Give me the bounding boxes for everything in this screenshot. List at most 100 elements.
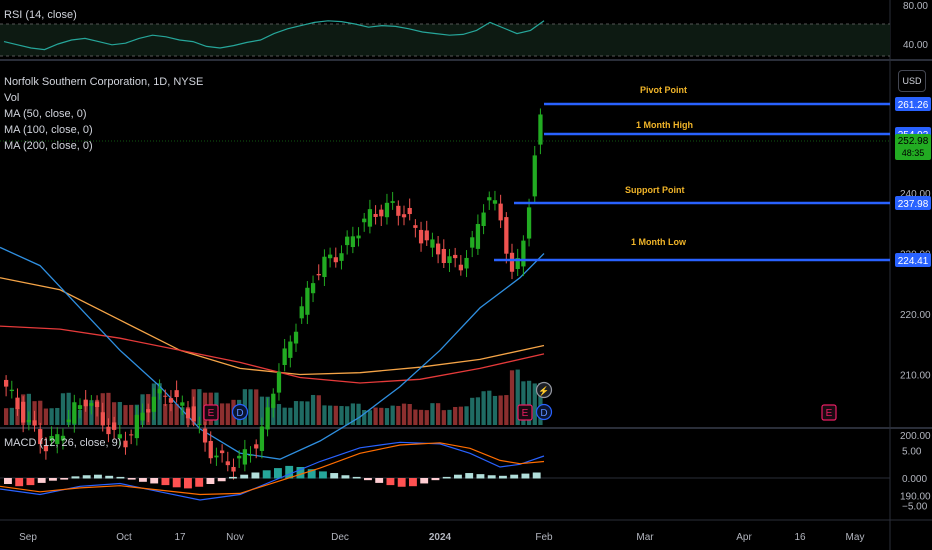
candle-body	[191, 406, 196, 422]
macd-histogram-bar	[386, 478, 395, 486]
volume-bar	[362, 410, 367, 425]
candle-body	[276, 371, 282, 393]
macd-histogram-bar	[319, 471, 327, 479]
candle-body	[83, 399, 88, 407]
candle-body	[333, 257, 338, 263]
price-level-value: 224.41	[898, 256, 929, 267]
volume-bar	[174, 403, 179, 425]
candle-body	[310, 283, 316, 294]
currency-button[interactable]: USD	[898, 70, 926, 92]
candle-body	[521, 240, 526, 267]
macd-histogram-bar	[105, 475, 114, 479]
dividend-marker-text: D	[236, 408, 243, 419]
macd-histogram-bar	[71, 476, 80, 479]
split-marker-glyph: ⚡	[538, 385, 549, 397]
candle-body	[208, 440, 213, 459]
countdown-value: 48:35	[902, 148, 925, 158]
price-level-tag	[895, 253, 931, 267]
volume-bar	[367, 410, 373, 425]
volume-bar	[259, 396, 265, 425]
candle-body	[77, 405, 83, 410]
volume-bar	[38, 400, 43, 425]
volume-bar	[123, 405, 128, 425]
macd-histogram-bar	[454, 474, 462, 479]
macd-histogram-bar	[364, 478, 372, 481]
volume-bar	[430, 403, 435, 425]
time-axis-label: Sep	[19, 532, 37, 543]
dividend-marker	[231, 403, 249, 421]
candle-body	[265, 407, 270, 430]
dividend-marker-text: D	[540, 408, 547, 419]
macd-histogram-bar	[341, 475, 350, 479]
earnings-marker-text: E	[522, 408, 529, 419]
macd-histogram-bar	[476, 474, 485, 479]
earnings-marker	[517, 404, 533, 421]
time-axis-label: 17	[174, 532, 186, 543]
volume-bar	[180, 407, 185, 425]
time-axis-label: Feb	[535, 532, 553, 543]
volume-bar	[49, 408, 54, 425]
candle-body	[345, 236, 350, 246]
volume-bar	[538, 382, 543, 425]
volume-bar	[407, 404, 412, 425]
candle-body	[231, 466, 236, 472]
candle-body	[38, 429, 43, 445]
macd-histogram-bar	[116, 476, 125, 479]
macd-histogram-bar	[37, 478, 46, 483]
macd-histogram-bar	[296, 467, 305, 479]
rsi-tick-label: 40.00	[903, 40, 928, 51]
candle-body	[538, 114, 543, 145]
volume-bar	[55, 407, 60, 425]
macd-histogram-bar	[4, 478, 12, 484]
price-tick-label: 190.00	[900, 492, 931, 503]
candle-body	[379, 209, 384, 217]
candle-body	[202, 428, 208, 443]
volume-bar	[9, 407, 14, 425]
candle-body	[430, 239, 435, 248]
volume-bar	[288, 407, 293, 425]
candle-body	[339, 253, 344, 261]
candle-body	[168, 398, 174, 403]
macd-histogram-bar	[139, 478, 147, 482]
candle-body	[526, 207, 532, 239]
volume-bar	[470, 397, 475, 425]
candle-body	[21, 401, 26, 423]
candle-body	[94, 401, 100, 407]
time-axis-label: May	[846, 532, 865, 543]
candle-body	[185, 408, 191, 419]
candle-body	[43, 445, 49, 452]
price-tick-label: 200.00	[900, 431, 931, 442]
macd-histogram-bar	[150, 478, 159, 484]
macd-histogram-bar	[161, 478, 170, 486]
macd-histogram-bar	[229, 476, 237, 479]
candle-body	[214, 455, 219, 458]
month-low-label: 1 Month Low	[631, 237, 686, 247]
last-price-tag	[895, 134, 931, 160]
time-axis-label: Oct	[116, 532, 132, 543]
candle-body	[66, 419, 71, 423]
macd-histogram-bar	[127, 478, 136, 480]
candle-body	[248, 454, 253, 456]
volume-bar	[515, 369, 520, 425]
macd-histogram-bar	[521, 473, 530, 479]
macd-histogram-bar	[409, 478, 417, 487]
candle-body	[282, 348, 287, 366]
candle-body	[401, 214, 407, 218]
symbol-title: Norfolk Southern Corporation, 1D, NYSE	[4, 76, 204, 88]
volume-bar	[310, 394, 316, 425]
price-level-value: 261.26	[898, 100, 929, 111]
volume-bar	[401, 403, 407, 425]
volume-bar	[112, 402, 117, 425]
candle-body	[197, 424, 202, 426]
ma100-label: MA (100, close, 0)	[4, 124, 93, 136]
price-level-tag	[895, 196, 931, 210]
candle-body	[242, 449, 247, 465]
volume-bar	[504, 395, 509, 425]
candle-body	[487, 197, 492, 201]
volume-bar	[225, 403, 230, 425]
macd-histogram-bar	[285, 465, 294, 479]
candle-body	[492, 200, 498, 204]
macd-histogram-bar	[487, 475, 496, 479]
support-point-label: Support Point	[625, 185, 685, 195]
